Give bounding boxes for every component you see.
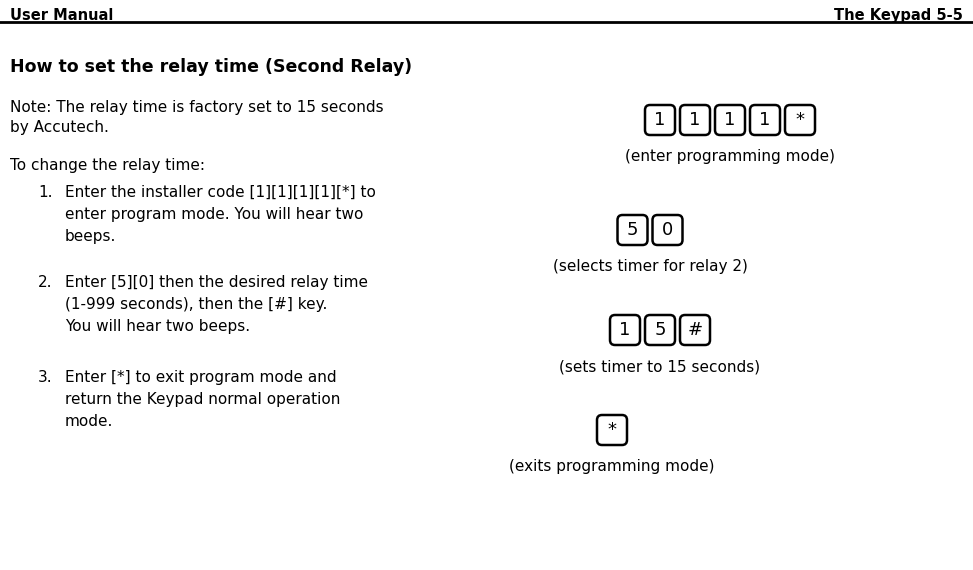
Text: *: *	[607, 421, 617, 439]
Text: (exits programming mode): (exits programming mode)	[509, 459, 715, 474]
FancyBboxPatch shape	[653, 215, 682, 245]
Text: User Manual: User Manual	[10, 8, 114, 23]
Text: 3.: 3.	[38, 370, 53, 385]
Text: 0: 0	[662, 221, 673, 239]
FancyBboxPatch shape	[597, 415, 627, 445]
Text: 2.: 2.	[38, 275, 53, 290]
Text: 1: 1	[759, 111, 771, 129]
Text: 1: 1	[654, 111, 666, 129]
Text: return the Keypad normal operation: return the Keypad normal operation	[65, 392, 341, 407]
Text: by Accutech.: by Accutech.	[10, 120, 109, 135]
Text: (1-999 seconds), then the [#] key.: (1-999 seconds), then the [#] key.	[65, 297, 327, 312]
Text: enter program mode. You will hear two: enter program mode. You will hear two	[65, 207, 363, 222]
Text: (enter programming mode): (enter programming mode)	[625, 149, 835, 164]
Text: mode.: mode.	[65, 414, 114, 429]
Text: 5: 5	[654, 321, 666, 339]
FancyBboxPatch shape	[680, 105, 710, 135]
Text: 1: 1	[689, 111, 701, 129]
Text: How to set the relay time (Second Relay): How to set the relay time (Second Relay)	[10, 58, 413, 76]
Text: Enter the installer code [1][1][1][1][*] to: Enter the installer code [1][1][1][1][*]…	[65, 185, 376, 200]
Text: Enter [*] to exit program mode and: Enter [*] to exit program mode and	[65, 370, 337, 385]
Text: You will hear two beeps.: You will hear two beeps.	[65, 319, 250, 334]
Text: To change the relay time:: To change the relay time:	[10, 158, 205, 173]
FancyBboxPatch shape	[610, 315, 640, 345]
Text: 1.: 1.	[38, 185, 53, 200]
FancyBboxPatch shape	[680, 315, 710, 345]
FancyBboxPatch shape	[785, 105, 815, 135]
FancyBboxPatch shape	[750, 105, 780, 135]
Text: The Keypad 5-5: The Keypad 5-5	[834, 8, 963, 23]
Text: *: *	[796, 111, 805, 129]
Text: beeps.: beeps.	[65, 229, 117, 244]
Text: 5: 5	[627, 221, 638, 239]
FancyBboxPatch shape	[618, 215, 647, 245]
Text: #: #	[688, 321, 703, 339]
Text: 1: 1	[619, 321, 631, 339]
Text: 1: 1	[724, 111, 736, 129]
Text: (sets timer to 15 seconds): (sets timer to 15 seconds)	[559, 359, 761, 374]
Text: Enter [5][0] then the desired relay time: Enter [5][0] then the desired relay time	[65, 275, 368, 290]
FancyBboxPatch shape	[645, 105, 675, 135]
Text: Note: The relay time is factory set to 15 seconds: Note: The relay time is factory set to 1…	[10, 100, 383, 115]
FancyBboxPatch shape	[645, 315, 675, 345]
Text: (selects timer for relay 2): (selects timer for relay 2)	[553, 259, 747, 274]
FancyBboxPatch shape	[715, 105, 745, 135]
